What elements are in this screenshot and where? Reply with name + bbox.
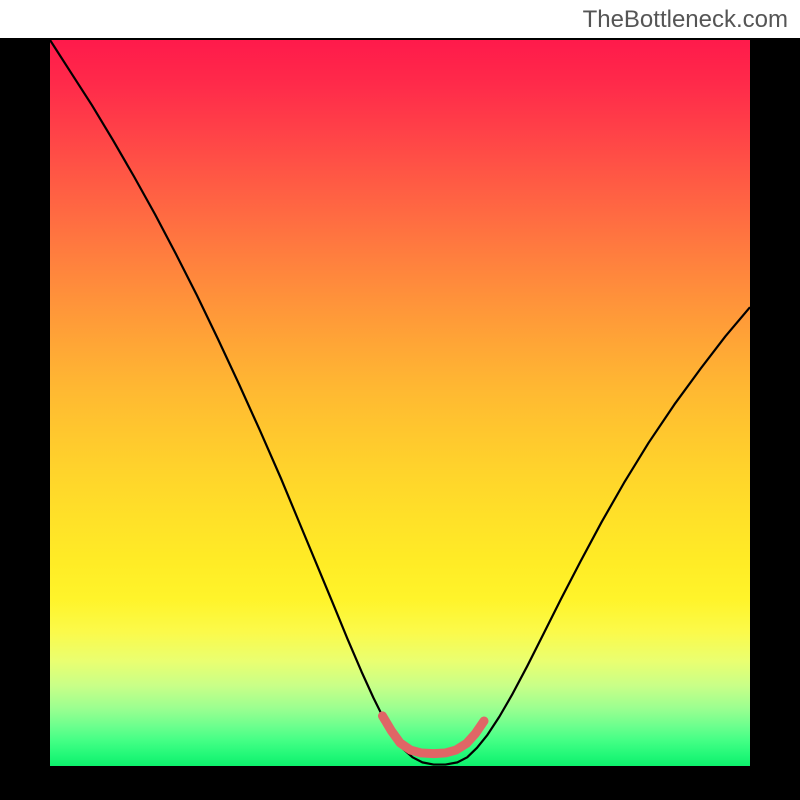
- bottleneck-chart: [0, 0, 800, 800]
- figure-root: TheBottleneck.com: [0, 0, 800, 800]
- plot-gradient-background: [50, 40, 750, 766]
- watermark-text: TheBottleneck.com: [583, 6, 788, 34]
